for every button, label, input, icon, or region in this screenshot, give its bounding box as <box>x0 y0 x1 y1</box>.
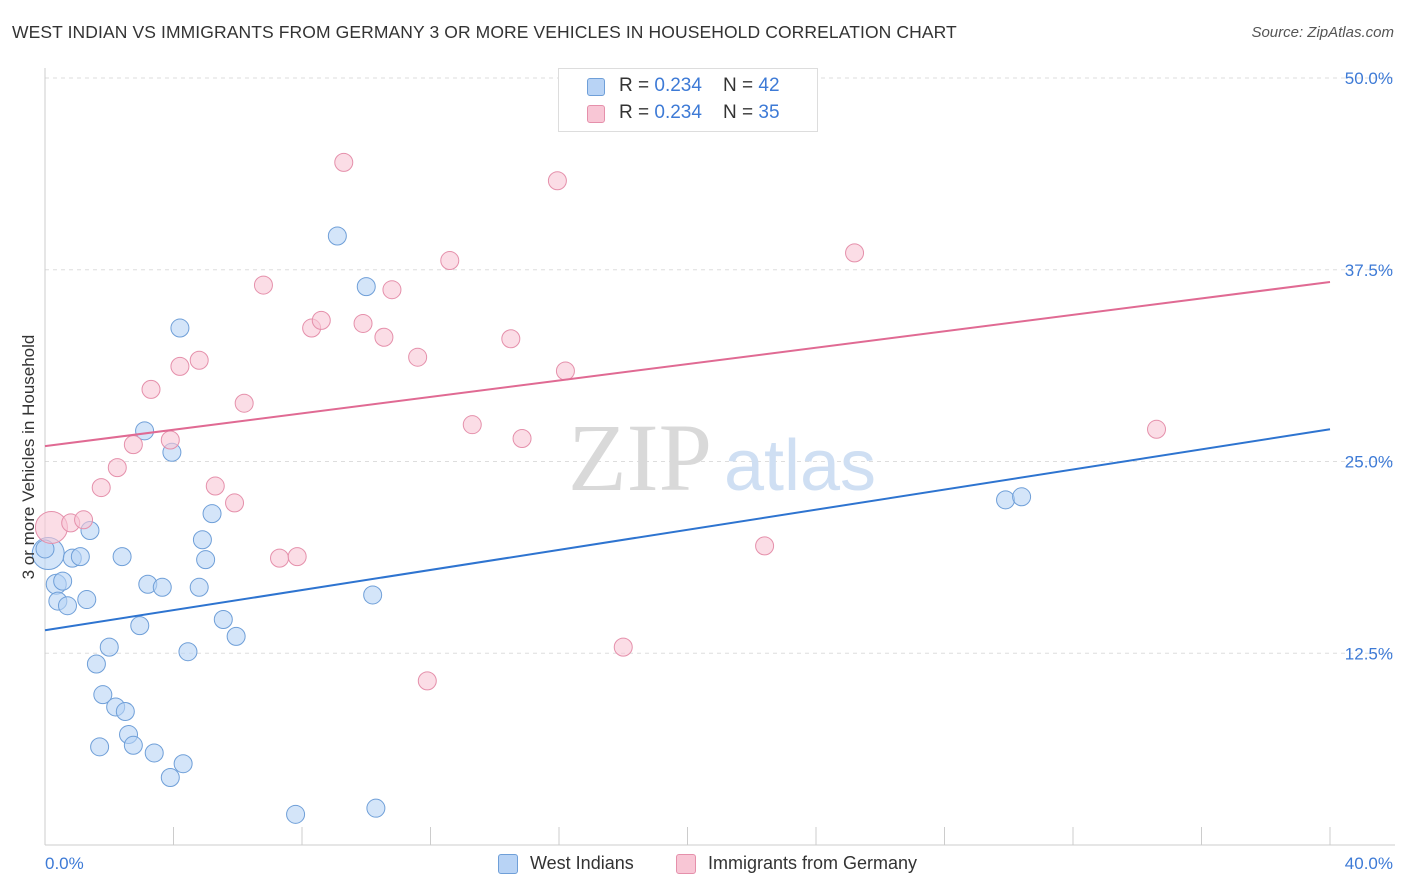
correlation-legend: R = 0.234 N = 42 R = 0.234 N = 35 <box>558 68 818 132</box>
point-germany <box>512 428 532 448</box>
legend-swatch-blue <box>587 78 605 96</box>
point-germany <box>141 379 161 399</box>
point-germany <box>270 548 290 568</box>
point-west-indians <box>77 590 97 610</box>
point-west-indians <box>196 550 216 570</box>
legend-r-value: 0.234 <box>654 75 702 96</box>
point-west-indians <box>327 226 347 246</box>
grid-lines <box>45 77 1395 654</box>
point-germany <box>189 350 209 370</box>
point-germany <box>501 329 521 349</box>
point-west-indians <box>192 530 212 550</box>
point-germany <box>123 435 143 455</box>
point-germany <box>353 313 373 333</box>
point-west-indians <box>170 318 190 338</box>
series-legend: West Indians Immigrants from Germany <box>0 852 1406 878</box>
y-tick-label: 25.0% <box>1345 453 1393 472</box>
point-west-indians <box>286 804 306 824</box>
point-west-indians <box>226 626 246 646</box>
watermark: ZIP atlas <box>568 404 876 511</box>
legend-label-germany: Immigrants from Germany <box>708 853 918 873</box>
point-germany <box>755 536 775 556</box>
y-tick-label: 37.5% <box>1345 261 1393 280</box>
legend-swatch-blue <box>498 854 518 874</box>
point-west-indians <box>144 743 164 763</box>
point-germany <box>382 280 402 300</box>
legend-n-label: N = <box>723 75 759 96</box>
point-germany <box>234 393 254 413</box>
point-germany <box>107 458 127 478</box>
point-germany <box>160 430 180 450</box>
legend-n-value: 35 <box>758 102 780 123</box>
trend-line-west-indians <box>44 428 1331 632</box>
point-west-indians <box>90 737 110 757</box>
legend-r-label: R = <box>619 102 655 123</box>
point-west-indians <box>160 768 180 788</box>
point-west-indians <box>189 577 209 597</box>
point-west-indians <box>123 735 143 755</box>
point-west-indians <box>173 754 193 774</box>
y-tick-label: 50.0% <box>1345 69 1393 88</box>
watermark-atlas: atlas <box>724 426 876 506</box>
chart-title: WEST INDIAN VS IMMIGRANTS FROM GERMANY 3… <box>12 22 957 42</box>
point-west-indians <box>996 490 1016 510</box>
point-germany <box>555 361 575 381</box>
point-germany <box>462 415 482 435</box>
point-germany <box>440 251 460 271</box>
trend-line-germany <box>44 281 1331 448</box>
point-germany <box>547 171 567 191</box>
point-germany <box>408 347 428 367</box>
point-west-indians <box>115 702 135 722</box>
axes <box>44 68 1395 846</box>
point-west-indians <box>213 610 233 630</box>
legend-swatch-pink <box>676 854 696 874</box>
point-west-indians <box>93 685 113 705</box>
legend-r-label: R = <box>619 75 655 96</box>
point-germany <box>287 547 307 567</box>
point-germany <box>334 152 354 172</box>
watermark-zip: ZIP <box>568 404 712 511</box>
legend-swatch-pink <box>587 105 605 123</box>
point-germany <box>374 327 394 347</box>
point-germany <box>845 243 865 263</box>
point-west-indians <box>57 596 77 616</box>
point-west-indians <box>112 547 132 567</box>
chart-source: Source: ZipAtlas.com <box>1251 24 1394 41</box>
point-west-indians <box>1012 487 1032 507</box>
point-germany <box>74 510 94 530</box>
data-points <box>31 111 1167 824</box>
point-germany <box>253 275 273 295</box>
point-west-indians <box>53 571 73 591</box>
point-west-indians <box>202 504 222 524</box>
legend-n-value: 42 <box>758 75 780 96</box>
point-germany <box>1147 419 1167 439</box>
point-germany <box>91 478 111 498</box>
point-germany <box>311 310 331 330</box>
x-tick-label-max: 40.0% <box>1345 854 1393 873</box>
trend-lines <box>44 281 1331 632</box>
legend-n-label: N = <box>723 102 759 123</box>
point-germany <box>170 356 190 376</box>
point-west-indians <box>86 654 106 674</box>
x-tick-label-min: 0.0% <box>45 854 84 873</box>
point-west-indians <box>356 277 376 297</box>
point-west-indians <box>70 547 90 567</box>
point-west-indians <box>99 637 119 657</box>
point-west-indians <box>130 616 150 636</box>
point-west-indians <box>366 798 386 818</box>
point-germany <box>225 493 245 513</box>
point-germany <box>417 671 437 691</box>
y-tick-label: 12.5% <box>1345 644 1393 663</box>
point-germany <box>613 637 633 657</box>
point-west-indians <box>363 585 383 605</box>
point-west-indians <box>152 577 172 597</box>
point-west-indians <box>178 642 198 662</box>
legend-r-value: 0.234 <box>654 102 702 123</box>
point-germany <box>205 476 225 496</box>
point-west-indians <box>135 421 155 441</box>
y-axis-label: 3 or more Vehicles in Household <box>19 334 38 580</box>
tick-labels: 12.5% 25.0% 37.5% 50.0% 0.0% 40.0% <box>45 69 1393 873</box>
legend-label-west-indians: West Indians <box>530 853 634 873</box>
